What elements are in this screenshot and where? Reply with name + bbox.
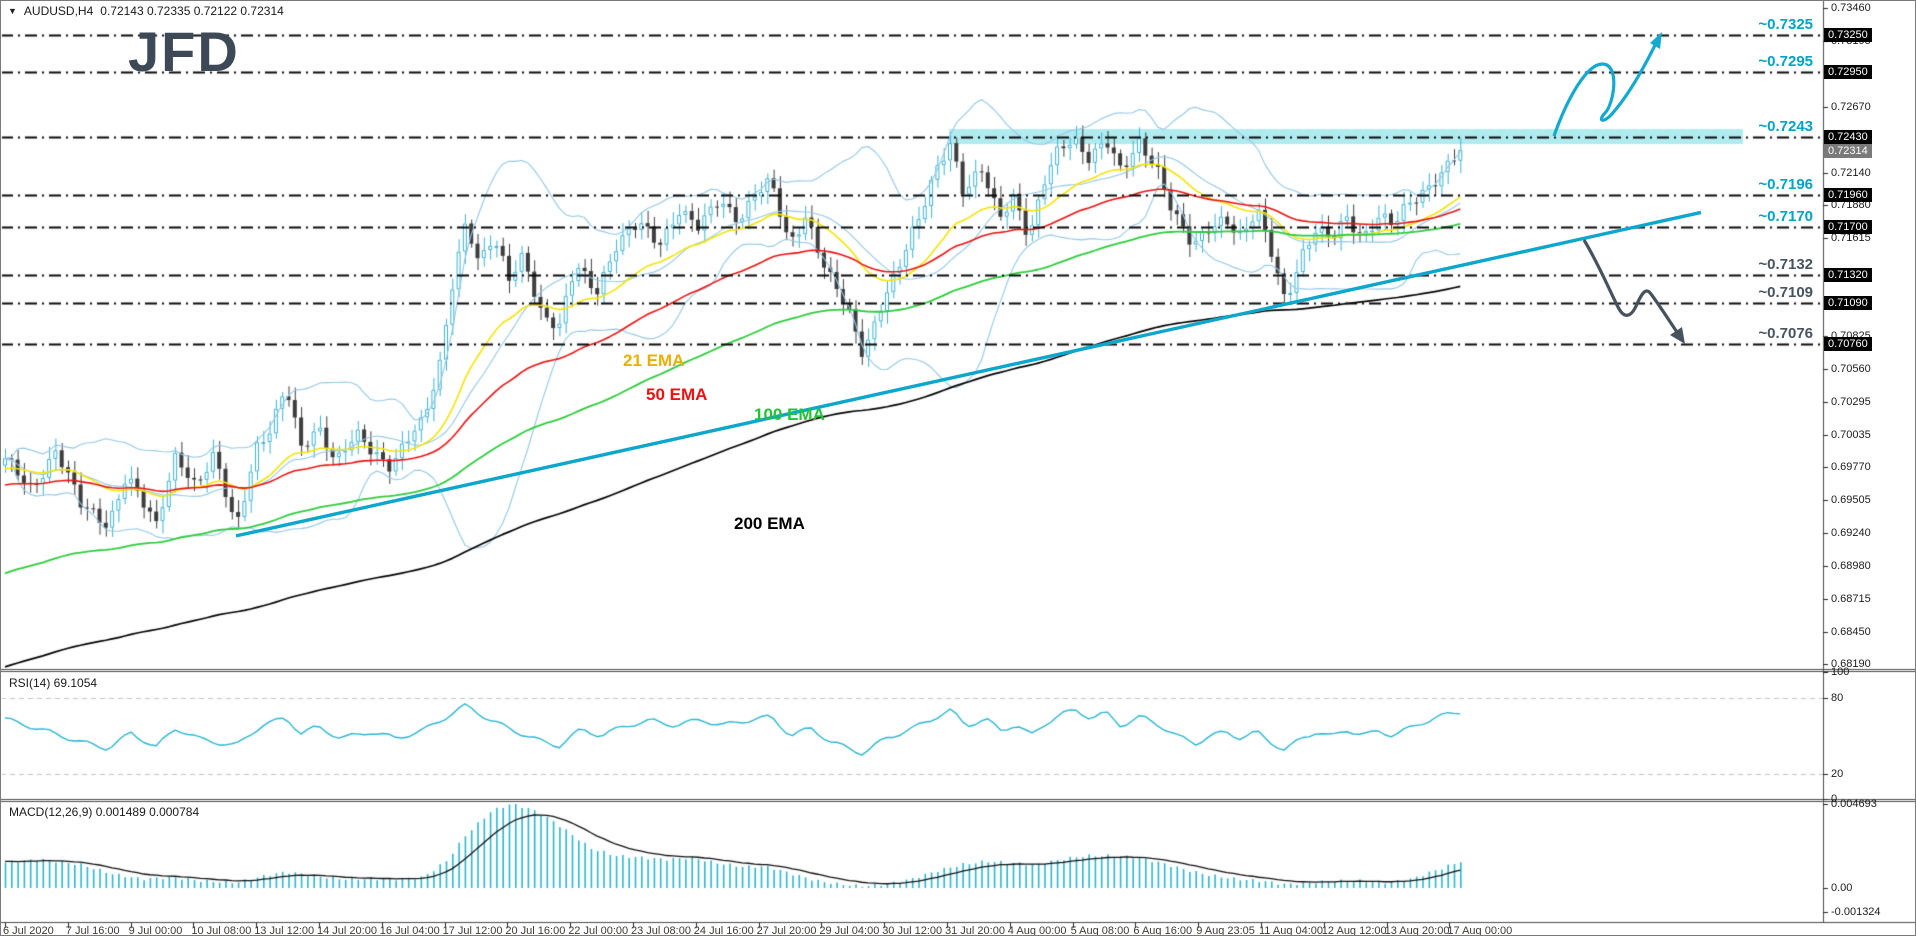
time-axis-label: 22 Jul 00:00 (568, 925, 629, 936)
symbol-dropdown-icon[interactable]: ▼ (8, 6, 17, 16)
time-axis-label: 17 Jul 12:00 (442, 925, 503, 936)
macd-tick-label: -0.001324 (1831, 905, 1881, 918)
time-axis-label: 13 Aug 20:00 (1384, 925, 1450, 936)
rsi-tick-label: 80 (1831, 691, 1844, 704)
ohlc-values: 0.72143 0.72335 0.72122 0.72314 (100, 4, 284, 18)
price-tick-label: 0.68190 (1831, 658, 1871, 671)
level-line-label: ~0.7132 (1758, 255, 1813, 273)
ema50-label: 50 EMA (646, 385, 708, 404)
price-tick-label: 0.72140 (1831, 166, 1871, 179)
time-axis-label: 9 Jul 00:00 (128, 925, 183, 936)
jfd-logo-watermark: JFD (128, 20, 240, 83)
ema21-label: 21 EMA (623, 351, 685, 370)
level-line-label: ~0.7196 (1758, 176, 1813, 194)
level-line-label: ~0.7170 (1758, 208, 1813, 226)
time-axis-label: 6 Aug 16:00 (1133, 925, 1193, 936)
price-level-badge: 0.73250 (1824, 27, 1872, 42)
time-axis-label: 11 Aug 04:00 (1259, 925, 1324, 936)
price-level-badge: 0.71090 (1824, 296, 1872, 311)
time-axis-label: 6 Jul 2020 (3, 925, 54, 936)
price-level-badge: 0.71700 (1824, 220, 1872, 235)
price-tick-label: 0.73460 (1831, 2, 1871, 15)
price-tick-label: 0.69770 (1831, 461, 1871, 474)
price-tick-label: 0.68980 (1831, 559, 1871, 572)
time-axis-label: 31 Jul 20:00 (945, 925, 1005, 936)
time-axis-label: 10 Jul 08:00 (191, 925, 252, 936)
rsi-tick-label: 0 (1831, 793, 1838, 805)
time-axis-label: 20 Jul 16:00 (505, 925, 566, 936)
level-line-label: ~0.7076 (1758, 325, 1813, 343)
price-tick-label: 0.72670 (1831, 100, 1871, 113)
macd-tick-label: 0.004693 (1831, 798, 1877, 810)
chart-title-bar: ▼ AUDUSD,H4 0.72143 0.72335 0.72122 0.72… (8, 4, 284, 18)
level-line-label: ~0.7325 (1758, 15, 1813, 33)
price-level-badge: 0.72430 (1824, 129, 1872, 144)
price-tick-label: 0.71615 (1831, 231, 1871, 244)
rsi-tick-label: 20 (1831, 767, 1844, 780)
price-tick-label: 0.69505 (1831, 494, 1871, 507)
current-price-badge: 0.72314 (1824, 144, 1872, 159)
price-tick-label: 0.69240 (1831, 527, 1871, 540)
macd-tick-label: 0.00 (1831, 882, 1853, 894)
time-axis-label: 12 Aug 12:00 (1321, 925, 1387, 936)
symbol-period-label: AUDUSD,H4 (23, 4, 94, 18)
time-axis-label: 7 Jul 16:00 (65, 925, 120, 936)
price-tick-label: 0.68450 (1831, 625, 1871, 638)
price-level-badge: 0.71960 (1824, 188, 1872, 203)
price-tick-label: 0.68715 (1831, 592, 1871, 605)
time-axis-label: 17 Aug 00:00 (1447, 925, 1513, 936)
time-axis-label: 9 Aug 23:05 (1196, 925, 1255, 936)
time-axis-label: 29 Jul 04:00 (819, 925, 880, 936)
time-axis-label: 4 Aug 00:00 (1007, 925, 1067, 936)
ema200-label: 200 EMA (734, 514, 805, 533)
time-axis-label: 24 Jul 16:00 (693, 925, 754, 936)
time-axis-label: 13 Jul 12:00 (254, 925, 315, 936)
price-tick-label: 0.70295 (1831, 396, 1871, 409)
price-tick-label: 0.70035 (1831, 428, 1871, 441)
level-line-label: ~0.7109 (1758, 284, 1813, 302)
level-line-label: ~0.7243 (1758, 117, 1813, 135)
time-axis-label: 16 Jul 04:00 (379, 925, 440, 936)
ema100-label: 100 EMA (754, 405, 825, 424)
price-level-badge: 0.72950 (1824, 64, 1872, 79)
macd-indicator-label: MACD(12,26,9) 0.001489 0.000784 (9, 805, 200, 819)
time-axis-label: 27 Jul 20:00 (756, 925, 817, 936)
price-tick-label: 0.70560 (1831, 363, 1871, 376)
time-axis-label: 14 Jul 20:00 (317, 925, 377, 936)
time-axis-label: 5 Aug 08:00 (1070, 925, 1130, 936)
time-axis-label: 30 Jul 12:00 (882, 925, 943, 936)
level-line-label: ~0.7295 (1758, 52, 1813, 70)
time-axis-label: 23 Jul 08:00 (631, 925, 691, 936)
rsi-tick-label: 100 (1831, 666, 1850, 679)
price-level-badge: 0.70760 (1824, 337, 1872, 352)
price-level-badge: 0.71320 (1824, 267, 1872, 282)
rsi-indicator-label: RSI(14) 69.1054 (9, 676, 98, 690)
